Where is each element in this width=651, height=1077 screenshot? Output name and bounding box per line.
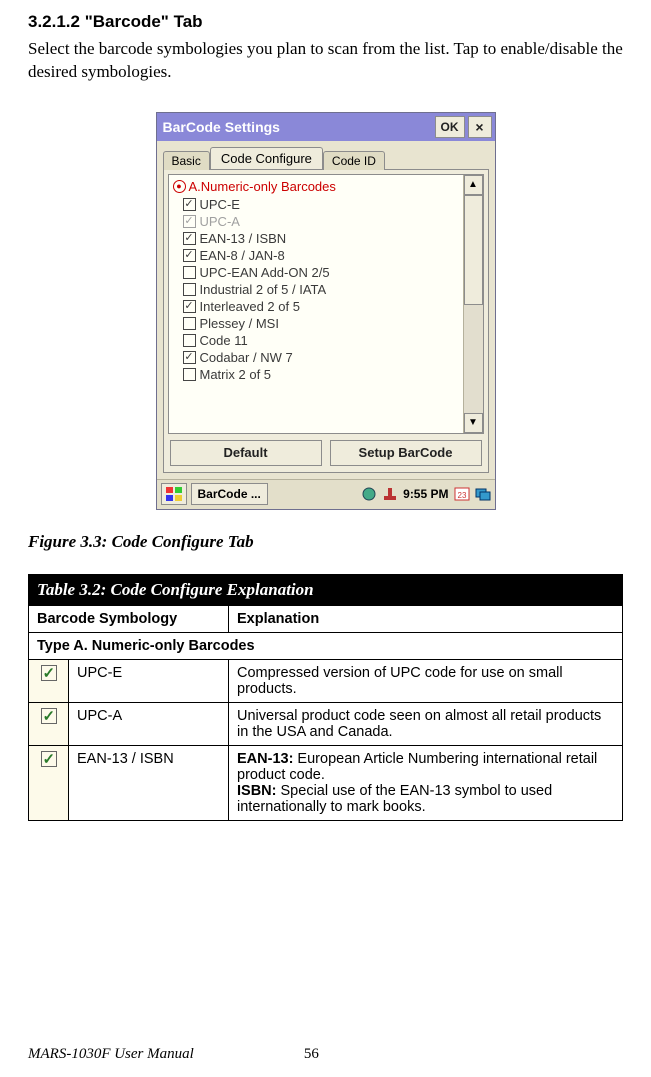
listbox-items: ● A.Numeric-only Barcodes ✓ UPC-E ✓ UPC-A ✓ E… (169, 175, 463, 433)
checkbox-icon[interactable] (183, 334, 196, 347)
checked-icon (41, 708, 57, 724)
list-item[interactable]: ✓ Interleaved 2 of 5 (173, 298, 459, 315)
list-item[interactable]: ✓ EAN-8 / JAN-8 (173, 247, 459, 264)
explanation-table: Table 3.2: Code Configure Explanation Ba… (28, 574, 623, 821)
checkbox-icon[interactable]: ✓ (183, 249, 196, 262)
system-tray: 9:55 PM 23 (361, 486, 490, 502)
table-cell-desc: Compressed version of UPC code for use o… (229, 659, 623, 702)
tray-network-icon (382, 486, 398, 502)
page-footer: MARS-1030F User Manual 56 (28, 1046, 319, 1063)
start-button[interactable] (161, 483, 187, 505)
list-item[interactable]: UPC-EAN Add-ON 2/5 (173, 264, 459, 281)
tab-basic[interactable]: Basic (163, 151, 210, 170)
list-item-label: EAN-8 / JAN-8 (200, 248, 285, 263)
scroll-up-button[interactable]: ▲ (464, 175, 483, 195)
close-button[interactable]: × (468, 116, 492, 138)
list-section-header: ● A.Numeric-only Barcodes (173, 177, 459, 196)
scroll-track[interactable] (464, 195, 483, 413)
tray-clock: 9:55 PM (403, 487, 448, 501)
list-item[interactable]: Plessey / MSI (173, 315, 459, 332)
checked-icon (41, 665, 57, 681)
window-title: BarCode Settings (163, 119, 435, 135)
scroll-down-button[interactable]: ▼ (464, 413, 483, 433)
list-item-label: Matrix 2 of 5 (200, 367, 272, 382)
tab-code-configure[interactable]: Code Configure (210, 147, 323, 169)
checkbox-icon[interactable]: ✓ (183, 351, 196, 364)
list-item-label: Plessey / MSI (200, 316, 279, 331)
list-item-label: EAN-13 / ISBN (200, 231, 287, 246)
list-item-label: Codabar / NW 7 (200, 350, 293, 365)
scroll-thumb[interactable] (464, 195, 483, 305)
list-item-label: UPC-A (200, 214, 240, 229)
list-item[interactable]: ✓ EAN-13 / ISBN (173, 230, 459, 247)
table-cell-icon (29, 659, 69, 702)
table-title: Table 3.2: Code Configure Explanation (29, 574, 623, 605)
table-cell-name: UPC-E (69, 659, 229, 702)
footer-page-number: 56 (304, 1046, 319, 1063)
tray-desktop-icon (475, 486, 491, 502)
taskbar-app-button[interactable]: BarCode ... (191, 483, 268, 505)
titlebar: BarCode Settings OK × (157, 113, 495, 141)
table-col-explanation: Explanation (229, 605, 623, 632)
list-item-label: UPC-EAN Add-ON 2/5 (200, 265, 330, 280)
checkbox-icon[interactable] (183, 317, 196, 330)
checkbox-icon[interactable] (183, 368, 196, 381)
ok-button[interactable]: OK (435, 116, 465, 138)
tray-calendar-icon: 23 (454, 486, 470, 502)
table-row: UPC-ECompressed version of UPC code for … (29, 659, 623, 702)
button-row: Default Setup BarCode (168, 434, 484, 468)
list-item-label: Interleaved 2 of 5 (200, 299, 300, 314)
list-item-label: Industrial 2 of 5 / IATA (200, 282, 327, 297)
tab-strip: Basic Code Configure Code ID (157, 141, 495, 169)
tray-globe-icon (361, 486, 377, 502)
default-button[interactable]: Default (170, 440, 322, 466)
setup-barcode-button[interactable]: Setup BarCode (330, 440, 482, 466)
checkbox-icon[interactable]: ✓ (183, 215, 196, 228)
table-cell-icon (29, 702, 69, 745)
checkbox-icon[interactable]: ✓ (183, 232, 196, 245)
list-item[interactable]: ✓ Codabar / NW 7 (173, 349, 459, 366)
list-item[interactable]: Industrial 2 of 5 / IATA (173, 281, 459, 298)
scrollbar[interactable]: ▲ ▼ (463, 175, 483, 433)
table-cell-desc: EAN-13: European Article Numbering inter… (229, 745, 623, 820)
device-window: BarCode Settings OK × Basic Code Configu… (156, 112, 496, 510)
checkbox-icon[interactable] (183, 283, 196, 296)
list-item-label: Code 11 (200, 333, 248, 348)
symbology-listbox: ● A.Numeric-only Barcodes ✓ UPC-E ✓ UPC-A ✓ E… (168, 174, 484, 434)
section-heading: 3.2.1.2 "Barcode" Tab (28, 12, 623, 32)
table-cell-desc: Universal product code seen on almost al… (229, 702, 623, 745)
taskbar: BarCode ... 9:55 PM 23 (157, 479, 495, 509)
table-section-header: Type A. Numeric-only Barcodes (29, 632, 623, 659)
tab-code-id[interactable]: Code ID (323, 151, 385, 170)
list-item[interactable]: Matrix 2 of 5 (173, 366, 459, 383)
footer-manual-name: MARS-1030F User Manual (28, 1046, 194, 1063)
list-section-label: A.Numeric-only Barcodes (189, 179, 336, 194)
table-cell-name: EAN-13 / ISBN (69, 745, 229, 820)
list-item-label: UPC-E (200, 197, 240, 212)
table-row: EAN-13 / ISBNEAN-13: European Article Nu… (29, 745, 623, 820)
figure-caption: Figure 3.3: Code Configure Tab (28, 532, 623, 552)
section-body: Select the barcode symbologies you plan … (28, 38, 623, 84)
radio-icon: ● (173, 180, 186, 193)
screenshot-container: BarCode Settings OK × Basic Code Configu… (28, 112, 623, 510)
checked-icon (41, 751, 57, 767)
checkbox-icon[interactable] (183, 266, 196, 279)
list-item[interactable]: ✓ UPC-A (173, 213, 459, 230)
list-item[interactable]: Code 11 (173, 332, 459, 349)
tab-panel: ● A.Numeric-only Barcodes ✓ UPC-E ✓ UPC-A ✓ E… (163, 169, 489, 473)
checkbox-icon[interactable]: ✓ (183, 300, 196, 313)
windows-flag-icon (166, 487, 182, 501)
table-row: UPC-AUniversal product code seen on almo… (29, 702, 623, 745)
table-col-symbology: Barcode Symbology (29, 605, 229, 632)
table-cell-icon (29, 745, 69, 820)
checkbox-icon[interactable]: ✓ (183, 198, 196, 211)
list-item[interactable]: ✓ UPC-E (173, 196, 459, 213)
svg-text:23: 23 (457, 491, 466, 500)
table-cell-name: UPC-A (69, 702, 229, 745)
